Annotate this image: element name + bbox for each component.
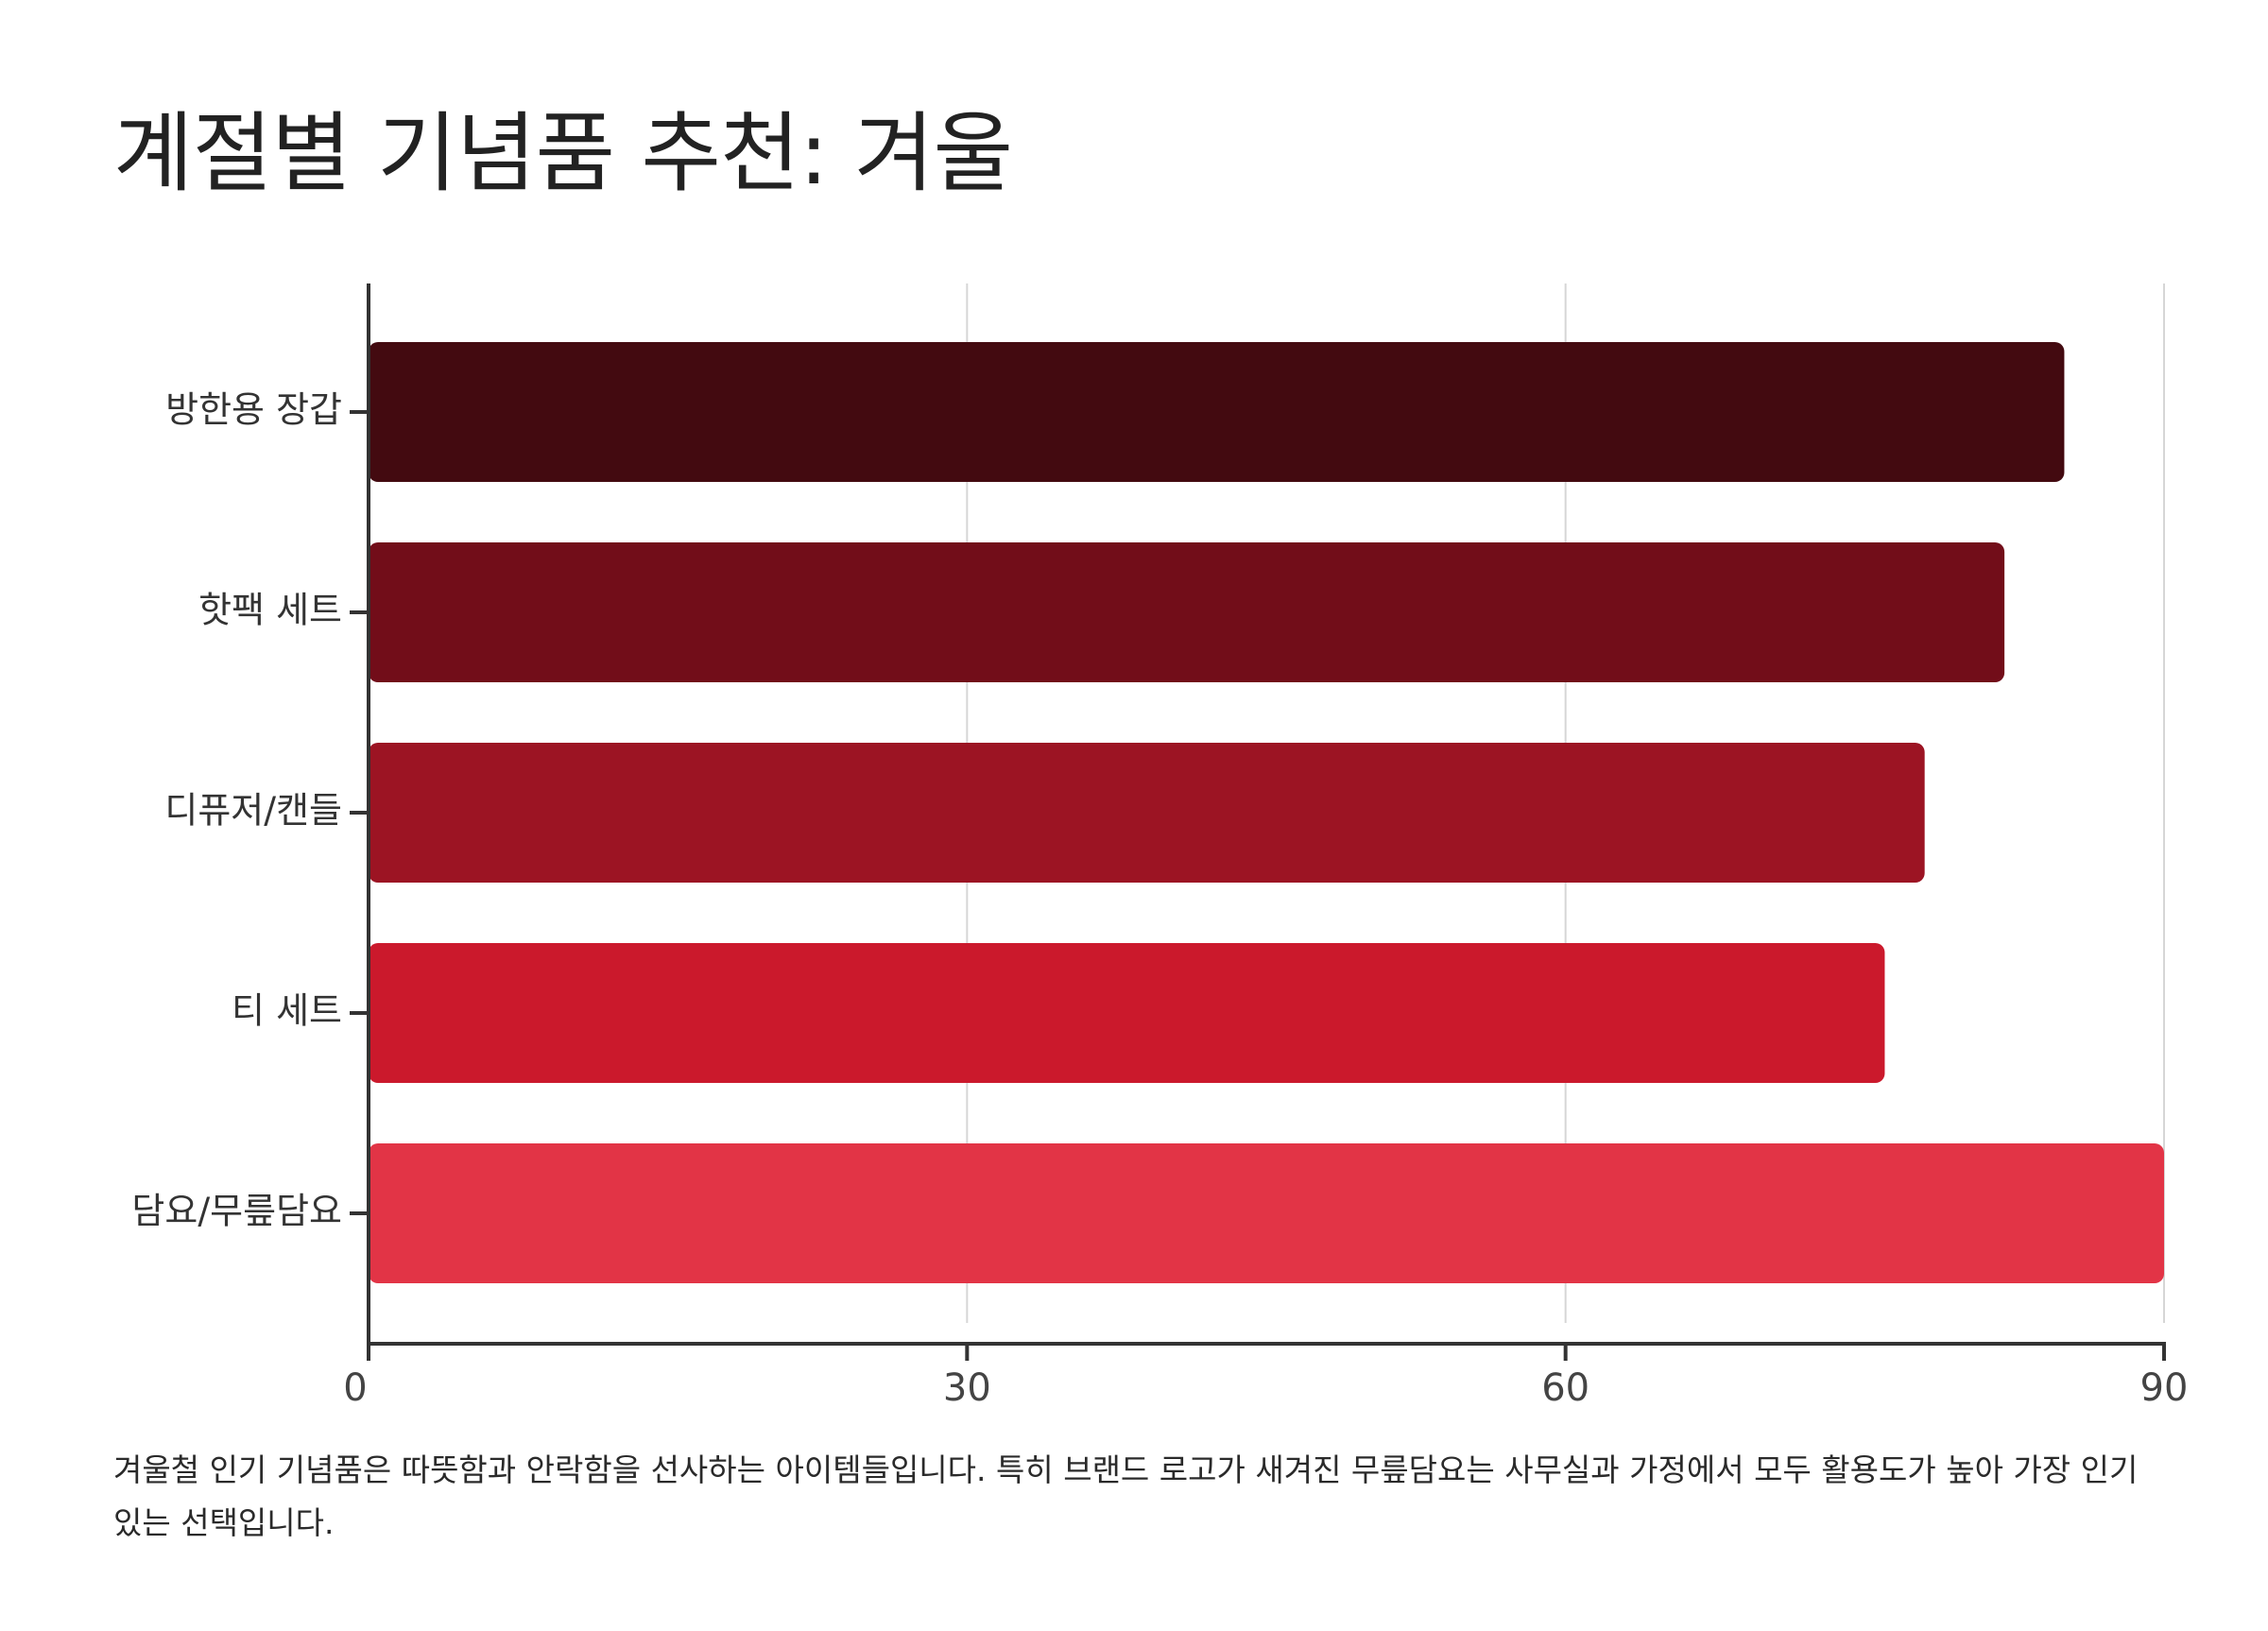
category-label-1: 방한용 장갑: [165, 389, 342, 431]
x-tick-label-0: 0: [343, 1366, 367, 1410]
bar-5: [369, 1143, 2164, 1283]
bar-4: [369, 943, 1885, 1083]
chart-title: 계절별 기념품 추천: 겨울: [113, 103, 1013, 204]
x-tick-label-60: 60: [1541, 1366, 1589, 1410]
category-label-2: 핫팩 세트: [198, 590, 342, 631]
category-label-4: 티 세트: [232, 990, 342, 1032]
bar-3: [369, 743, 1925, 883]
category-label-5: 담요/무릎담요: [131, 1191, 342, 1232]
x-tick-label-30: 30: [943, 1366, 991, 1410]
category-label-3: 디퓨저/캔들: [164, 790, 342, 832]
chart-caption: 겨울철 인기 기념품은 따뜻함과 안락함을 선사하는 아이템들입니다. 특히 브…: [113, 1451, 2139, 1541]
x-tick-label-90: 90: [2140, 1366, 2189, 1410]
bar-1: [369, 342, 2065, 482]
bar-2: [369, 542, 2005, 682]
